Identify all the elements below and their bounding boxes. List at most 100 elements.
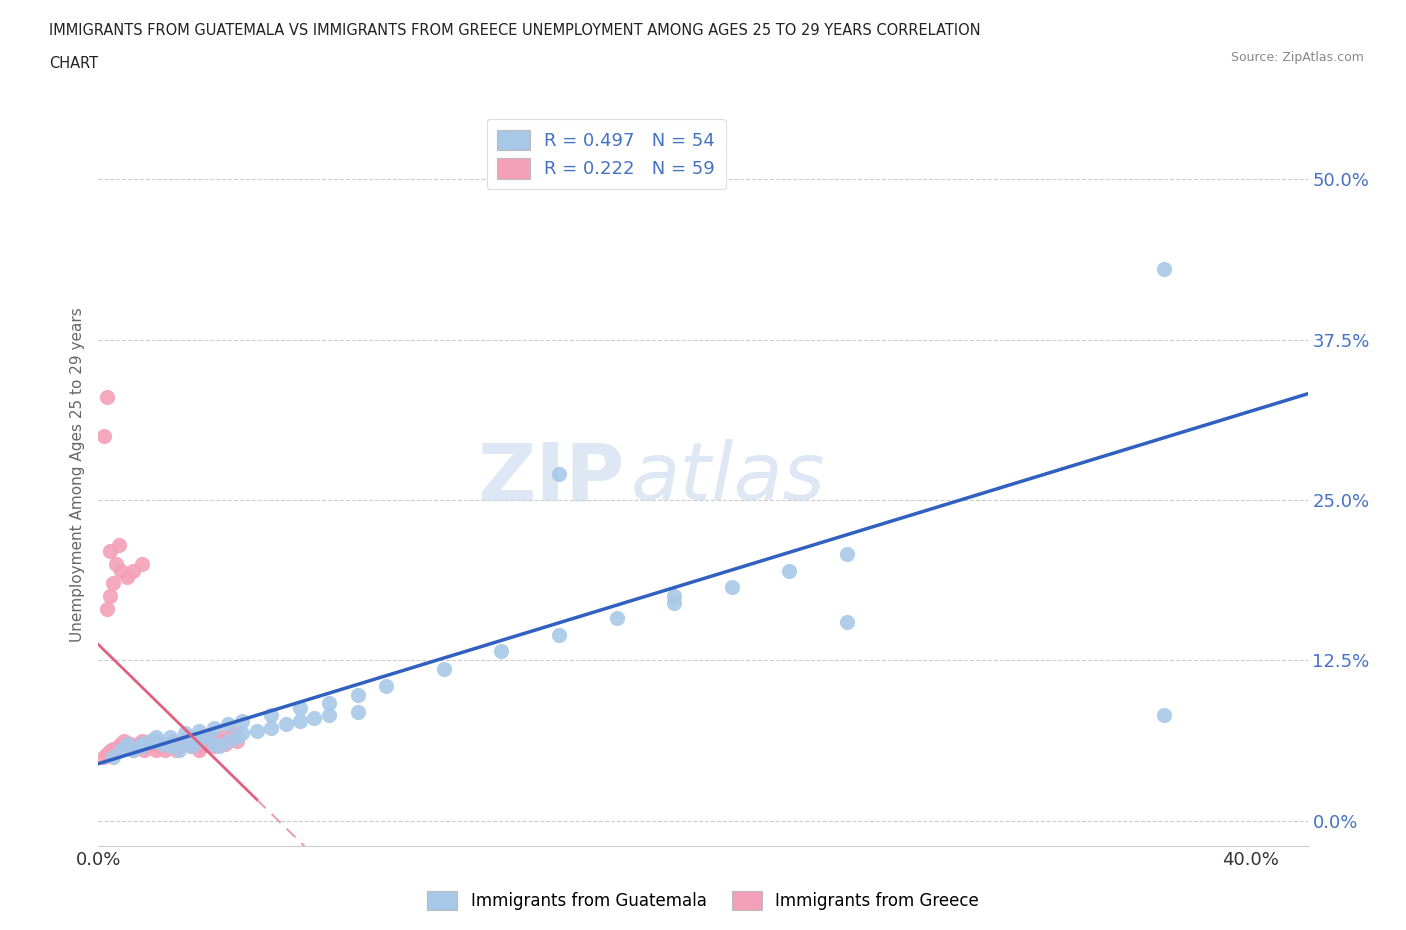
Point: [720, 579, 742, 594]
Point: [186, 734, 208, 749]
Point: [101, 749, 124, 764]
Point: [173, 726, 195, 741]
Point: [145, 734, 167, 749]
Point: [664, 589, 686, 604]
Point: [101, 576, 124, 591]
Point: [180, 738, 202, 753]
Point: [173, 734, 195, 749]
Point: [491, 644, 513, 658]
Text: IMMIGRANTS FROM GUATEMALA VS IMMIGRANTS FROM GREECE UNEMPLOYMENT AMONG AGES 25 T: IMMIGRANTS FROM GUATEMALA VS IMMIGRANTS …: [49, 23, 981, 38]
Point: [835, 615, 858, 630]
Point: [835, 547, 858, 562]
Point: [148, 738, 170, 753]
Point: [1153, 708, 1175, 723]
Point: [664, 172, 686, 187]
Point: [153, 743, 176, 758]
Point: [664, 595, 686, 610]
Point: [197, 730, 219, 745]
Point: [1153, 261, 1175, 276]
Point: [214, 737, 236, 751]
Point: [125, 738, 148, 753]
Point: [110, 737, 132, 751]
Point: [96, 747, 118, 762]
Point: [107, 738, 129, 753]
Point: [205, 737, 228, 751]
Point: [150, 737, 173, 751]
Point: [217, 717, 239, 732]
Point: [98, 744, 121, 759]
Point: [156, 738, 179, 753]
Point: [225, 734, 247, 749]
Point: [304, 711, 326, 725]
Point: [167, 738, 190, 753]
Point: [231, 726, 253, 741]
Point: [159, 737, 181, 751]
Text: Source: ZipAtlas.com: Source: ZipAtlas.com: [1230, 51, 1364, 64]
Point: [159, 738, 181, 753]
Point: [208, 734, 231, 749]
Point: [101, 741, 124, 756]
Point: [180, 738, 202, 753]
Point: [145, 743, 167, 758]
Point: [222, 726, 245, 741]
Point: [260, 721, 283, 736]
Point: [131, 557, 153, 572]
Point: [131, 738, 153, 753]
Point: [217, 734, 239, 749]
Point: [139, 734, 162, 749]
Point: [98, 589, 121, 604]
Point: [162, 734, 184, 749]
Point: [115, 569, 138, 584]
Point: [170, 737, 193, 751]
Point: [165, 743, 187, 758]
Point: [197, 734, 219, 749]
Legend: Immigrants from Guatemala, Immigrants from Greece: Immigrants from Guatemala, Immigrants fr…: [420, 884, 986, 917]
Text: CHART: CHART: [49, 56, 98, 71]
Point: [96, 390, 118, 405]
Point: [188, 743, 211, 758]
Point: [107, 538, 129, 552]
Point: [173, 737, 195, 751]
Point: [150, 737, 173, 751]
Point: [288, 713, 311, 728]
Point: [548, 627, 571, 642]
Point: [159, 730, 181, 745]
Point: [246, 724, 269, 738]
Text: atlas: atlas: [630, 439, 825, 517]
Point: [219, 730, 242, 745]
Point: [115, 738, 138, 753]
Point: [188, 734, 211, 749]
Point: [606, 610, 628, 625]
Point: [231, 713, 253, 728]
Point: [104, 557, 127, 572]
Point: [194, 737, 217, 751]
Point: [110, 563, 132, 578]
Point: [112, 734, 135, 749]
Point: [176, 730, 198, 745]
Point: [202, 738, 225, 753]
Point: [145, 730, 167, 745]
Point: [375, 679, 398, 694]
Point: [346, 687, 368, 702]
Point: [274, 717, 297, 732]
Point: [122, 743, 145, 758]
Text: ZIP: ZIP: [477, 439, 624, 517]
Point: [139, 737, 162, 751]
Point: [191, 738, 214, 753]
Point: [115, 737, 138, 751]
Point: [318, 696, 340, 711]
Y-axis label: Unemployment Among Ages 25 to 29 years: Unemployment Among Ages 25 to 29 years: [69, 307, 84, 642]
Point: [183, 737, 205, 751]
Point: [122, 563, 145, 578]
Point: [200, 730, 222, 745]
Point: [188, 724, 211, 738]
Point: [131, 734, 153, 749]
Point: [208, 738, 231, 753]
Point: [134, 743, 156, 758]
Point: [136, 738, 159, 753]
Point: [548, 467, 571, 482]
Legend: R = 0.497   N = 54, R = 0.222   N = 59: R = 0.497 N = 54, R = 0.222 N = 59: [486, 119, 725, 190]
Point: [110, 743, 132, 758]
Point: [778, 563, 800, 578]
Point: [98, 544, 121, 559]
